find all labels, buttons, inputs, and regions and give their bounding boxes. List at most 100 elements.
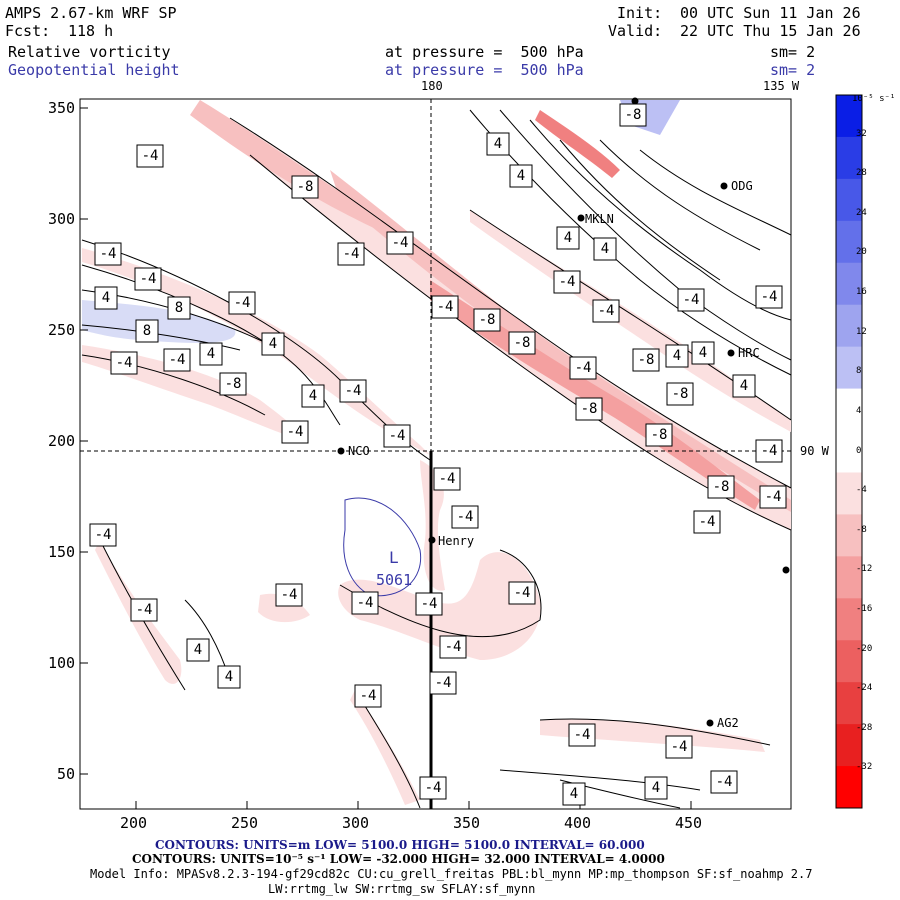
- colorbar-swatch: [836, 766, 862, 809]
- contour-label: -4: [513, 585, 531, 601]
- colorbar-unit: 10⁻⁵ s⁻¹: [852, 94, 896, 104]
- contour-label: -4: [344, 383, 362, 399]
- y-tick-label: 200: [48, 432, 76, 450]
- model-title: AMPS 2.67-km WRF SP: [5, 4, 177, 22]
- colorbar-swatch: [836, 556, 862, 599]
- colorbar-swatch: [836, 346, 862, 390]
- contour-label: 4: [206, 346, 216, 362]
- contour-label: -4: [280, 587, 298, 603]
- contour-label: -4: [456, 509, 474, 525]
- field2-smoothing: sm= 2: [770, 61, 816, 79]
- contour-label: -4: [391, 235, 409, 251]
- footer-model-info: Model Info: MPASv8.2.3-194-gf29cd82c CU:…: [90, 867, 813, 881]
- parallel-label: 90 W: [800, 444, 829, 458]
- init-label: Init:: [617, 4, 663, 22]
- contour-label: -4: [682, 292, 700, 308]
- contour-label: -4: [698, 514, 716, 530]
- colorbar-frame: [835, 94, 863, 809]
- height-contour: [343, 497, 422, 597]
- contour-label: -4: [436, 299, 454, 315]
- contour-label: 4: [516, 168, 526, 184]
- station-label-odg: ODG: [731, 179, 753, 193]
- contour-label: -4: [760, 289, 778, 305]
- low-center-value: 5061: [376, 571, 413, 589]
- contour-label-boxes: [89, 103, 787, 806]
- colorbar-swatch: [836, 304, 862, 348]
- contour-label: 4: [563, 230, 573, 246]
- colorbar-level-label: 24: [856, 207, 867, 218]
- contour-label: -4: [356, 595, 374, 611]
- contour-label: 4: [493, 136, 503, 152]
- contour-label: -8: [650, 427, 668, 443]
- colorbar-level-label: 20: [856, 247, 867, 258]
- colorbar-level-label: -24: [856, 683, 873, 694]
- valid-label: Valid:: [608, 22, 663, 40]
- x-tick-label: 200: [120, 814, 148, 832]
- colorbar-level-label: -20: [856, 643, 873, 654]
- footer-height-contours: CONTOURS: UNITS=m LOW= 5100.0 HIGH= 5100…: [155, 838, 645, 852]
- station-dots: [337, 97, 790, 727]
- station-label-henry: Henry: [438, 534, 475, 548]
- contour-label: 4: [224, 669, 234, 685]
- y-tick-label: 250: [48, 321, 76, 339]
- contour-label: -4: [342, 246, 360, 262]
- forecast-hour-value: 118 h: [68, 22, 114, 40]
- contour-label: -4: [168, 352, 186, 368]
- contour-label: -4: [94, 527, 112, 543]
- contour-label: -4: [286, 424, 304, 440]
- colorbar-swatch: [836, 388, 862, 432]
- x-tick-label: 350: [453, 814, 481, 832]
- contour-label: 4: [308, 388, 318, 404]
- contour-label: -8: [296, 179, 314, 195]
- low-center-marker: L: [389, 548, 399, 567]
- contour-label: -4: [99, 246, 117, 262]
- corner-longitude-label: 135 W: [763, 79, 800, 93]
- colorbar-level-label: 4: [856, 405, 862, 416]
- field1-level: at pressure = 500 hPa: [385, 43, 584, 61]
- contour-label: 4: [600, 241, 610, 257]
- colorbar-level-label: -16: [856, 603, 873, 614]
- station-label-nco: NCO: [348, 444, 370, 458]
- y-tick-label: 100: [48, 654, 76, 672]
- contour-label: -4: [424, 780, 442, 796]
- field1-name: Relative vorticity: [8, 43, 171, 61]
- contour-label: 4: [651, 780, 661, 796]
- contour-label: 4: [739, 378, 749, 394]
- contour-label: -4: [670, 739, 688, 755]
- contour-label: 4: [101, 290, 111, 306]
- contour-label: -8: [624, 107, 642, 123]
- contour-label: 4: [672, 348, 682, 364]
- colorbar-level-label: -12: [856, 564, 873, 575]
- contour-label: -4: [434, 675, 452, 691]
- contour-label: -4: [438, 471, 456, 487]
- y-tick-label: 50: [57, 765, 76, 783]
- colorbar-swatch: [836, 136, 862, 180]
- x-tick-label: 450: [675, 814, 703, 832]
- contour-label: -4: [715, 774, 733, 790]
- contour-label: 4: [193, 642, 203, 658]
- contour-label: 4: [268, 336, 278, 352]
- contour-label: -8: [478, 312, 496, 328]
- station-label-mkln: MKLN: [585, 212, 614, 226]
- contour-label: -4: [115, 355, 133, 371]
- y-tick-label: 150: [48, 543, 76, 561]
- field2-name: Geopotential height: [8, 61, 180, 79]
- contour-label: -8: [513, 335, 531, 351]
- contour-label: -4: [359, 688, 377, 704]
- x-tick-label: 250: [231, 814, 259, 832]
- contour-label: 8: [174, 300, 184, 316]
- contour-label: -4: [420, 596, 438, 612]
- colorbar-swatch: [836, 178, 862, 222]
- contour-label: -4: [233, 295, 251, 311]
- field1-smoothing: sm= 2: [770, 43, 816, 61]
- init-time: 00 UTC Sun 11 Jan 26: [680, 4, 861, 22]
- contour-label: -4: [139, 271, 157, 287]
- colorbar-swatch: [836, 472, 862, 515]
- x-tick-label: 300: [342, 814, 370, 832]
- contour-label: -4: [141, 148, 159, 164]
- y-tick-label: 300: [48, 210, 76, 228]
- colorbar-swatch: [836, 262, 862, 306]
- contour-label: 4: [698, 345, 708, 361]
- colorbar-level-label: 28: [856, 168, 867, 179]
